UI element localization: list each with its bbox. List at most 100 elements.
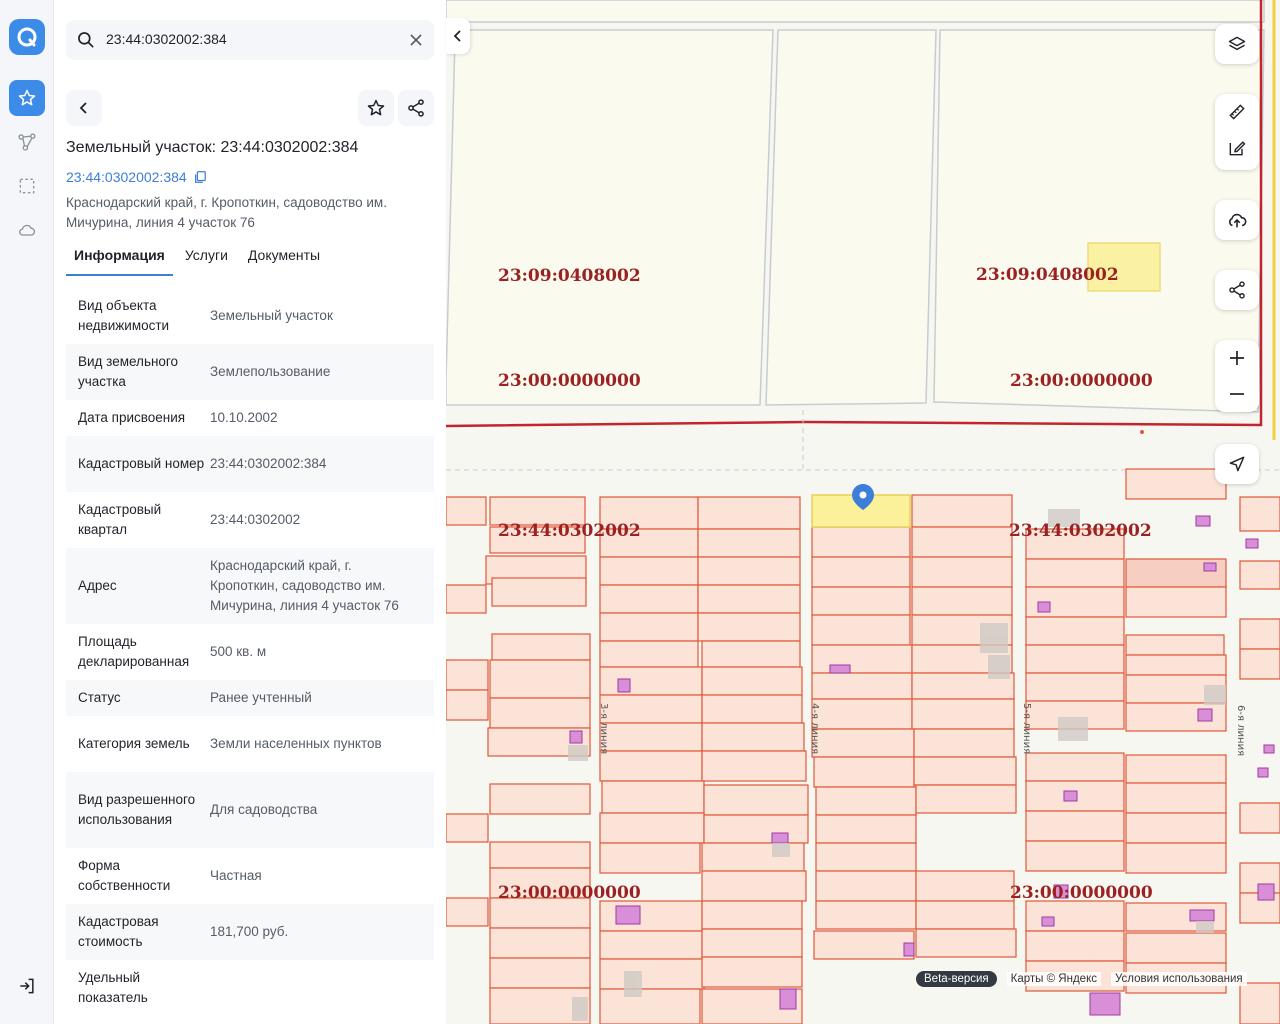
garden-parcel[interactable] [489, 697, 591, 729]
share-button[interactable] [398, 90, 434, 126]
garden-parcel[interactable] [1125, 586, 1227, 618]
garden-parcel[interactable] [915, 870, 1015, 902]
tab-documents[interactable]: Документы [247, 247, 321, 263]
garden-parcel[interactable] [701, 900, 803, 930]
cloud-nav-button[interactable] [9, 212, 45, 248]
garden-parcel[interactable] [701, 928, 803, 958]
garden-parcel[interactable] [913, 728, 1015, 758]
garden-parcel[interactable] [915, 900, 1015, 930]
garden-parcel[interactable] [599, 612, 699, 642]
garden-parcel[interactable] [811, 644, 913, 674]
logout-button[interactable] [9, 968, 45, 1004]
garden-parcel[interactable] [1125, 842, 1227, 874]
garden-parcel[interactable] [815, 814, 917, 844]
upper-parcel[interactable] [446, 0, 774, 406]
garden-parcel[interactable] [697, 556, 801, 586]
garden-parcel[interactable] [489, 526, 586, 554]
garden-parcel[interactable] [1025, 558, 1125, 588]
garden-parcel[interactable] [701, 750, 807, 782]
garden-parcel[interactable] [1025, 752, 1125, 782]
garden-parcel[interactable] [599, 842, 701, 874]
collapse-panel-button[interactable] [446, 18, 470, 54]
garden-parcel[interactable] [599, 958, 705, 990]
garden-parcel[interactable] [815, 870, 917, 902]
garden-parcel[interactable] [1125, 754, 1227, 784]
garden-parcel[interactable] [1025, 840, 1125, 872]
garden-parcel[interactable] [599, 930, 703, 960]
garden-parcel[interactable] [446, 659, 489, 691]
garden-parcel[interactable] [599, 556, 699, 586]
garden-parcel[interactable] [599, 496, 699, 530]
garden-parcel[interactable] [815, 786, 917, 816]
garden-parcel[interactable] [1125, 468, 1227, 500]
garden-parcel[interactable] [701, 722, 805, 752]
garden-parcel[interactable] [1239, 982, 1280, 1024]
garden-parcel[interactable] [703, 814, 809, 844]
map-share-button[interactable] [1215, 270, 1259, 310]
zoom-out-button[interactable] [1215, 376, 1259, 412]
garden-parcel[interactable] [599, 666, 703, 696]
map-canvas[interactable]: 23:09:0408002 23:09:0408002 23:00:000000… [446, 0, 1280, 1024]
garden-parcel[interactable] [599, 750, 703, 782]
zoom-in-button[interactable] [1215, 340, 1259, 376]
favorites-nav-button[interactable] [9, 80, 45, 116]
garden-parcel[interactable] [489, 496, 586, 526]
garden-parcel[interactable] [1025, 930, 1125, 962]
garden-parcel[interactable] [1125, 932, 1227, 964]
geolocation-button[interactable] [1215, 444, 1259, 484]
garden-parcel[interactable] [489, 841, 591, 869]
selection-nav-button[interactable] [9, 168, 45, 204]
upper-parcel[interactable] [765, 29, 937, 406]
garden-parcel[interactable] [489, 659, 591, 699]
garden-parcel[interactable] [911, 556, 1013, 588]
copy-icon[interactable] [193, 170, 207, 184]
garden-parcel[interactable] [1239, 560, 1280, 590]
garden-parcel[interactable] [1025, 900, 1125, 932]
garden-parcel[interactable] [811, 586, 911, 616]
garden-parcel[interactable] [703, 784, 809, 816]
garden-parcel[interactable] [599, 722, 703, 752]
garden-parcel[interactable] [697, 584, 801, 614]
garden-parcel[interactable] [599, 900, 703, 932]
garden-parcel[interactable] [599, 812, 705, 844]
garden-parcel[interactable] [915, 784, 1017, 814]
garden-parcel[interactable] [599, 584, 699, 614]
garden-parcel[interactable] [911, 526, 1013, 558]
garden-parcel[interactable] [1239, 648, 1280, 680]
garden-parcel[interactable] [815, 842, 917, 872]
garden-parcel[interactable] [811, 556, 911, 588]
upper-parcel[interactable] [933, 29, 1265, 413]
ruler-button[interactable] [1215, 94, 1259, 130]
search-box[interactable]: 23:44:0302002:384 [66, 20, 434, 60]
garden-parcel[interactable] [813, 930, 915, 960]
garden-parcel[interactable] [1025, 616, 1125, 646]
garden-parcel[interactable] [1025, 810, 1125, 842]
close-icon[interactable] [408, 32, 424, 48]
garden-parcel[interactable] [701, 694, 803, 724]
garden-parcel[interactable] [1125, 812, 1227, 844]
garden-parcel[interactable] [491, 577, 587, 607]
maps-attribution[interactable]: Карты © Яндекс [1006, 972, 1101, 986]
routes-nav-button[interactable] [9, 124, 45, 160]
search-input[interactable]: 23:44:0302002:384 [106, 31, 227, 47]
garden-parcel[interactable] [811, 526, 911, 558]
garden-parcel[interactable] [1239, 802, 1280, 834]
garden-parcel[interactable] [701, 870, 807, 902]
garden-parcel[interactable] [489, 867, 591, 899]
garden-parcel[interactable] [446, 496, 487, 526]
garden-parcel[interactable] [1239, 496, 1280, 532]
garden-parcel[interactable] [599, 694, 703, 724]
garden-parcel[interactable] [1025, 672, 1125, 702]
garden-parcel[interactable] [446, 584, 487, 614]
app-logo-icon[interactable] [9, 19, 45, 55]
garden-parcel[interactable] [911, 494, 1013, 528]
garden-parcel[interactable] [1025, 644, 1125, 674]
garden-parcel[interactable] [599, 640, 699, 668]
cadastral-number-text[interactable]: 23:44:0302002:384 [66, 169, 187, 185]
tab-information[interactable]: Информация [66, 244, 173, 276]
garden-parcel[interactable] [811, 614, 911, 646]
draw-button[interactable] [1215, 130, 1259, 166]
garden-parcel[interactable] [489, 783, 591, 815]
garden-parcel[interactable] [697, 612, 801, 642]
garden-parcel[interactable] [599, 988, 701, 1024]
